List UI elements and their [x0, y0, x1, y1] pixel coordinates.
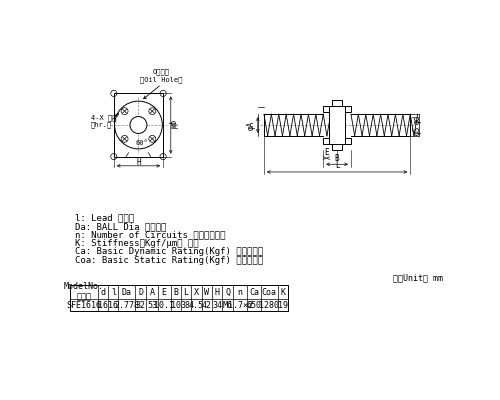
Text: K: K: [280, 288, 285, 296]
Text: Q: Q: [226, 288, 230, 296]
Text: φd: φd: [412, 115, 422, 124]
Text: L: L: [335, 162, 340, 170]
Text: SFE1616: SFE1616: [66, 301, 102, 310]
Text: φS: φS: [412, 126, 422, 135]
Text: Ca: Basic Dynamic Rating(Kgf) 動定格負荷: Ca: Basic Dynamic Rating(Kgf) 動定格負荷: [76, 248, 264, 256]
Text: Coa: Coa: [262, 288, 277, 296]
Text: n: n: [238, 288, 242, 296]
Text: Coa: Basic Static Rating(Kgf) 静定格負荷: Coa: Basic Static Rating(Kgf) 静定格負荷: [76, 256, 264, 265]
Text: 53: 53: [147, 301, 157, 310]
Text: 10: 10: [171, 301, 181, 310]
Text: n: Number of Circuits ボール回路数: n: Number of Circuits ボール回路数: [76, 230, 226, 240]
Text: 1280: 1280: [260, 301, 280, 310]
Text: 4.5: 4.5: [188, 301, 204, 310]
Text: 16: 16: [108, 301, 118, 310]
Text: 16: 16: [98, 301, 108, 310]
Text: Ca: Ca: [249, 288, 259, 296]
Text: 32: 32: [136, 301, 146, 310]
Text: Da: BALL Dia ボール径: Da: BALL Dia ボール径: [76, 222, 166, 231]
Text: 4-X 通孔
（hr.）: 4-X 通孔 （hr.）: [90, 114, 116, 128]
Text: K: Stiffness（Kgf/μm） 刈性: K: Stiffness（Kgf/μm） 刈性: [76, 239, 199, 248]
Text: l: Lead リード: l: Lead リード: [76, 214, 134, 222]
Text: L: L: [184, 288, 188, 296]
Text: 19: 19: [278, 301, 288, 310]
Bar: [70, 285, 288, 311]
Text: φA: φA: [246, 120, 256, 130]
Text: B: B: [174, 288, 178, 296]
Text: 60°: 60°: [136, 140, 148, 146]
Text: B: B: [335, 154, 340, 163]
Text: 38: 38: [181, 301, 191, 310]
Bar: [332, 100, 342, 106]
Text: 34: 34: [212, 301, 222, 310]
Text: 2.778: 2.778: [114, 301, 140, 310]
Text: W: W: [204, 288, 210, 296]
Text: A: A: [150, 288, 154, 296]
Bar: [323, 138, 351, 144]
Text: O給脂穴
（Oil Hole）: O給脂穴 （Oil Hole）: [140, 68, 183, 83]
Bar: [332, 144, 342, 150]
Bar: [114, 94, 163, 156]
Text: E: E: [324, 148, 328, 156]
Text: 42: 42: [202, 301, 212, 310]
Text: 650: 650: [246, 301, 262, 310]
Text: H: H: [215, 288, 220, 296]
Text: 1.7×2: 1.7×2: [228, 301, 252, 310]
Text: 10.1: 10.1: [154, 301, 174, 310]
Bar: [330, 106, 345, 144]
Text: 単位Unit： mm: 単位Unit： mm: [392, 273, 442, 282]
Circle shape: [130, 116, 147, 134]
Text: l: l: [111, 288, 116, 296]
Text: D: D: [138, 288, 143, 296]
Text: M6: M6: [223, 301, 233, 310]
Text: φW: φW: [168, 120, 177, 130]
Text: X: X: [194, 288, 198, 296]
Text: ModelNo.
モデル: ModelNo. モデル: [64, 282, 104, 302]
Text: Da: Da: [122, 288, 132, 296]
Text: E: E: [162, 288, 166, 296]
Bar: [323, 106, 351, 112]
Text: d: d: [100, 288, 105, 296]
Text: H: H: [136, 158, 141, 167]
